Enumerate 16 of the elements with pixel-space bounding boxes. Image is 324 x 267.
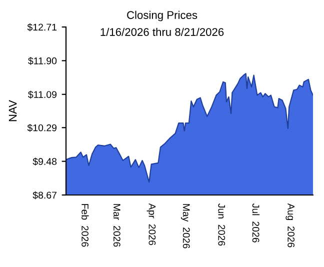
y-axis-title: NAV xyxy=(8,100,17,122)
x-tick-label: Apr 2026 xyxy=(146,203,156,246)
y-tick-label: $10.29 xyxy=(27,124,57,132)
y-tick-label: $12.71 xyxy=(27,23,56,32)
chart-title: Closing Prices xyxy=(127,10,198,22)
x-tick-label: Jul 2026 xyxy=(252,203,260,242)
y-tick-label: $11.09 xyxy=(28,90,57,99)
x-tick-label: Jun 2026 xyxy=(218,203,226,246)
x-tick-label: May 2026 xyxy=(180,204,190,248)
x-tick-label: Feb 2026 xyxy=(82,204,89,247)
x-tick-label: Mar 2026 xyxy=(113,204,120,247)
y-tick-label: $8.67 xyxy=(32,191,56,200)
y-tick-label: $11.90 xyxy=(28,57,57,65)
x-tick-label: Aug 2026 xyxy=(286,203,295,248)
chart-subtitle: 1/16/2026 thru 8/21/2026 xyxy=(100,28,224,36)
y-tick-label: $9.48 xyxy=(32,158,57,166)
